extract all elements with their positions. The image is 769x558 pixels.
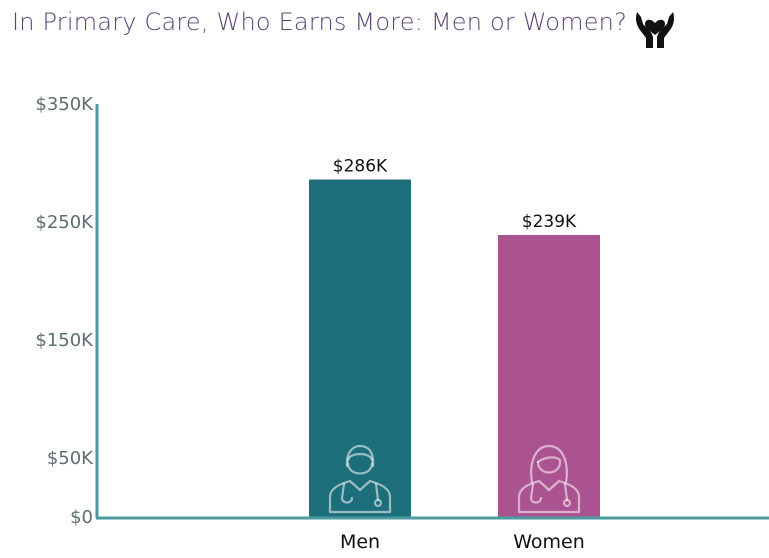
x-tick-label: Women	[513, 531, 585, 553]
data-label: $239K	[522, 212, 577, 232]
bars: $286K $239K	[309, 157, 600, 518]
x-tick-label: Men	[340, 531, 380, 553]
y-tick-label: $150K	[35, 330, 94, 351]
y-tick-label: $0	[70, 507, 93, 528]
bar-women	[498, 234, 600, 518]
bar-men	[309, 179, 411, 517]
hands-holding-heart-icon	[636, 12, 674, 48]
axes	[95, 104, 769, 520]
data-label: $286K	[333, 157, 388, 177]
y-axis-ticks: $0 $50K $150K $250K $350K	[35, 94, 94, 528]
category-labels: Men Women	[340, 531, 585, 553]
female-doctor-icon	[517, 444, 581, 514]
y-tick-label: $250K	[35, 212, 94, 233]
y-tick-label: $350K	[35, 94, 94, 115]
male-doctor-icon	[328, 444, 392, 514]
y-tick-label: $50K	[47, 448, 94, 469]
chart-title: In Primary Care, Who Earns More: Men or …	[12, 8, 628, 36]
